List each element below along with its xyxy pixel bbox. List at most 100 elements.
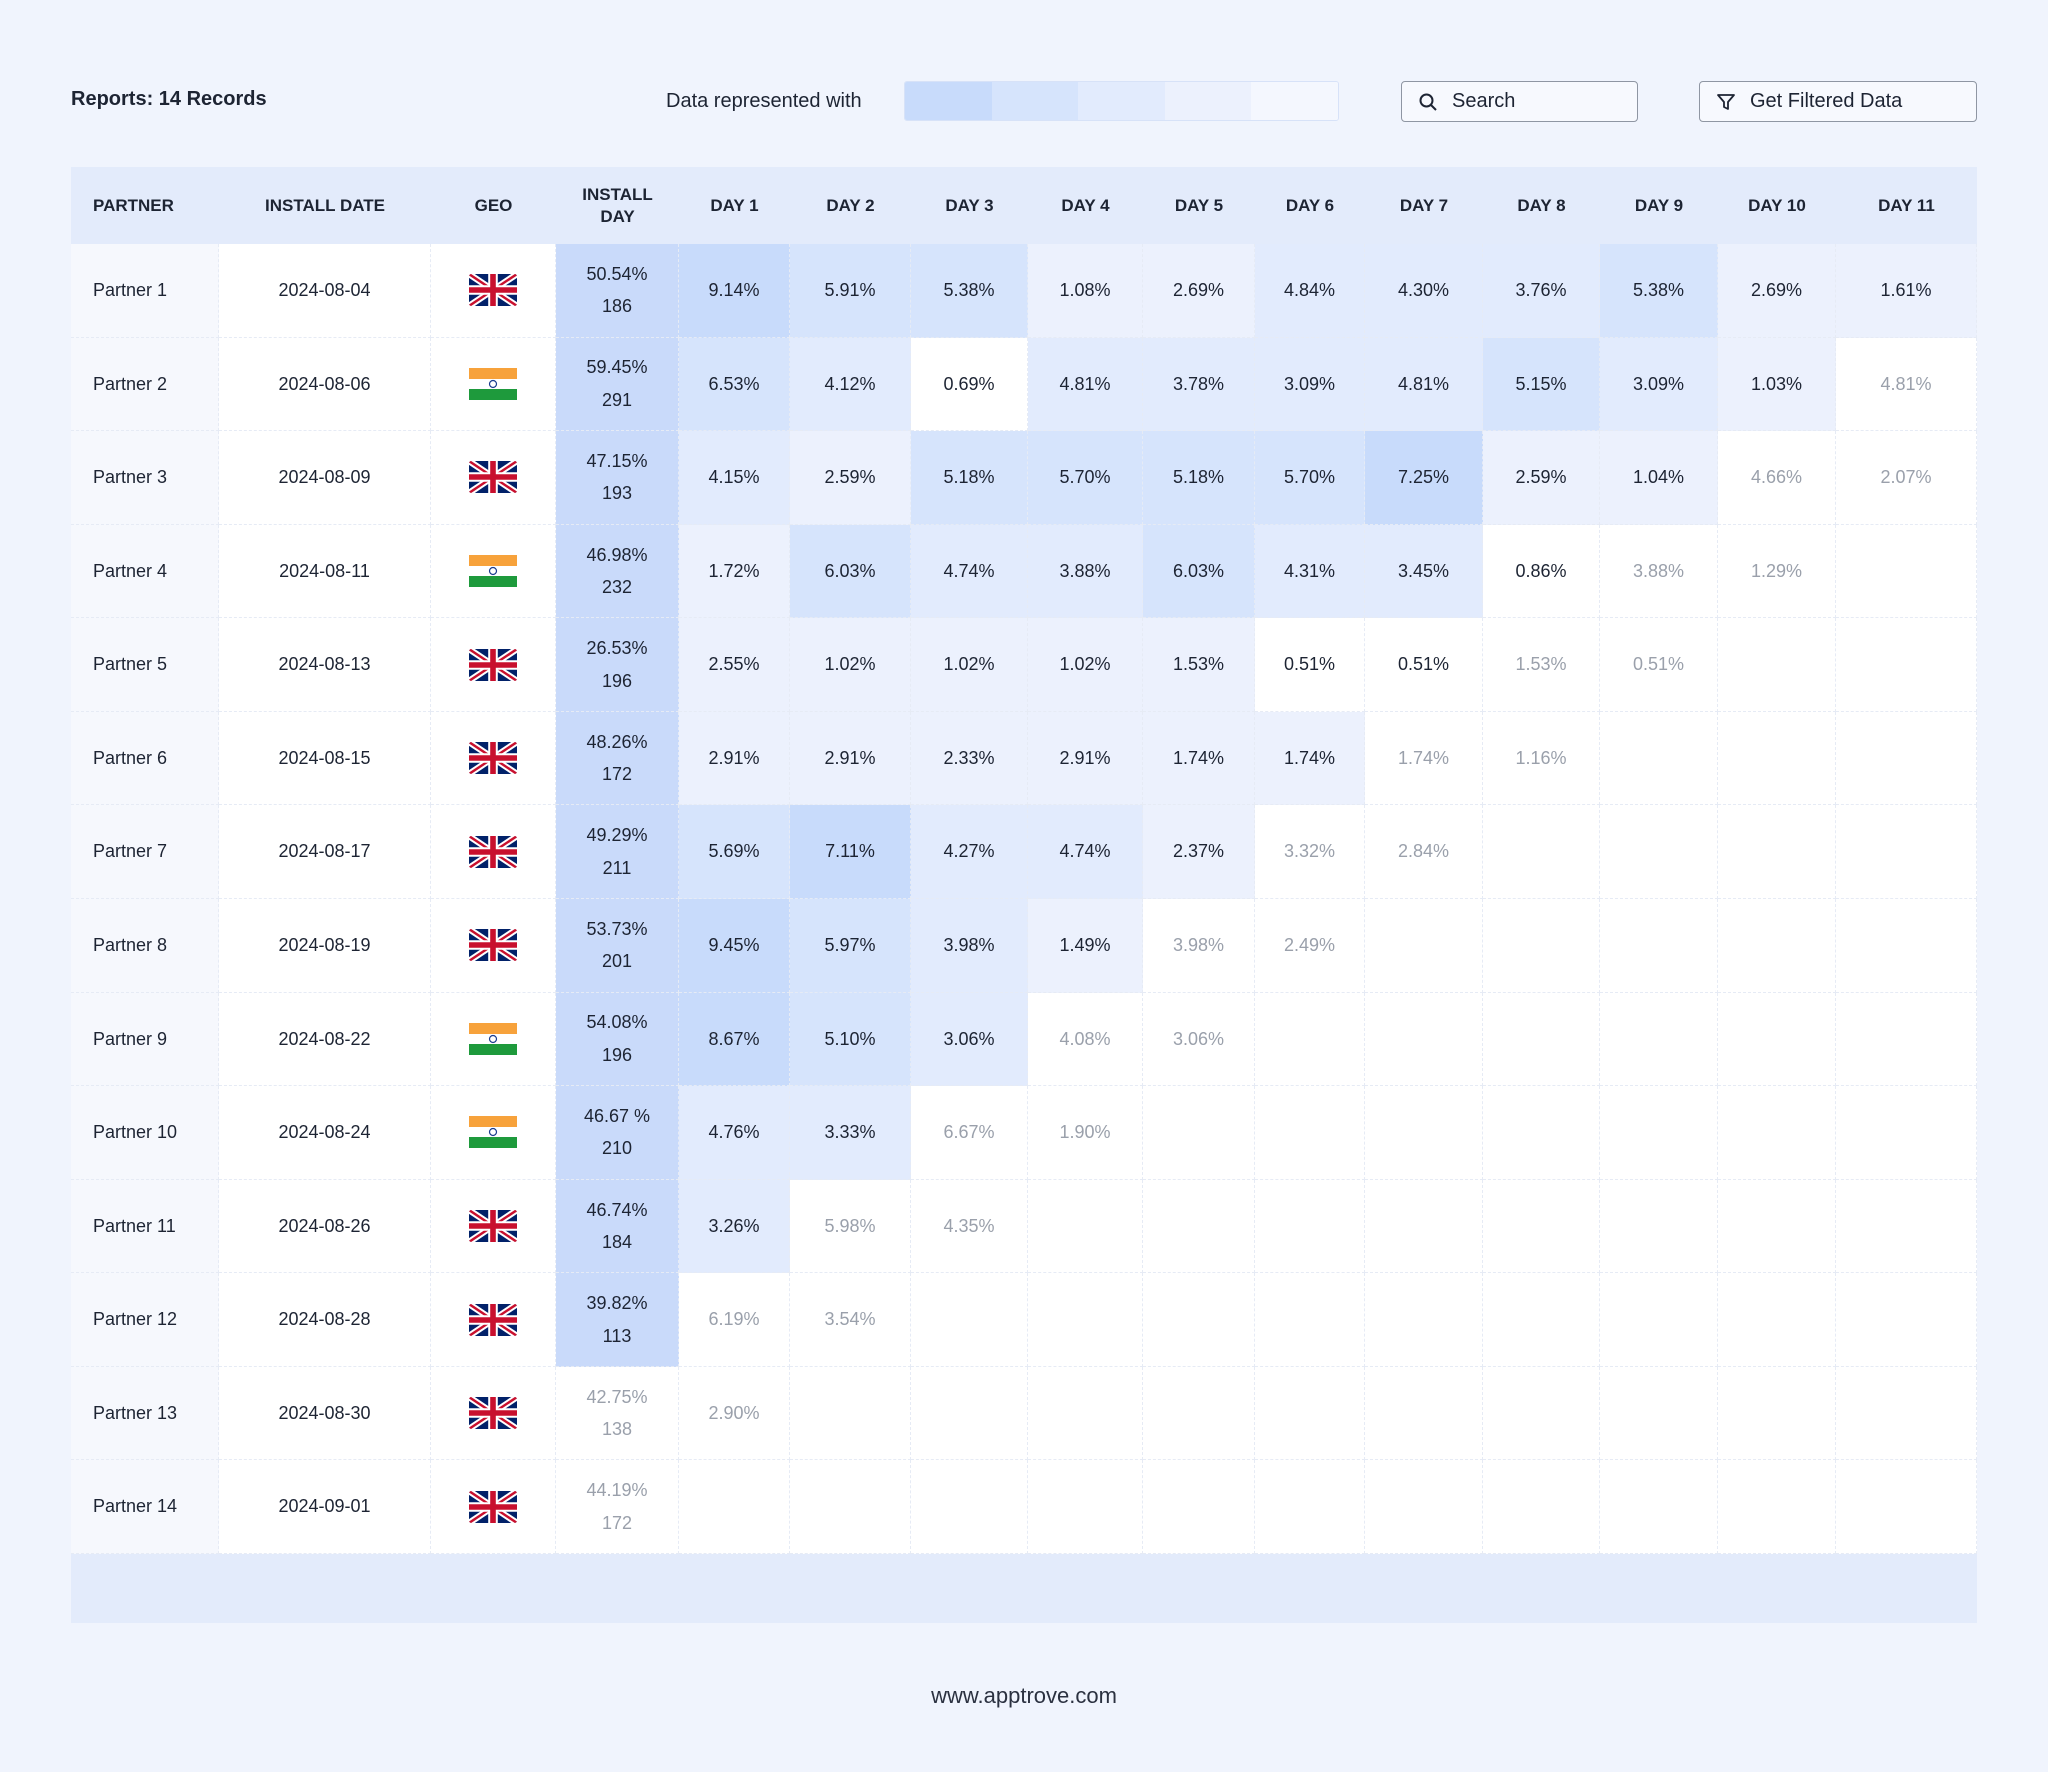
install-count: 196 [601, 1044, 633, 1065]
install-count: 172 [601, 764, 633, 785]
empty-cell [1600, 1366, 1718, 1461]
retention-cell: 2.84% [1365, 805, 1483, 899]
install-day-cell: 49.29% 211 [556, 805, 679, 899]
empty-cell [1836, 1179, 1977, 1274]
flag-icon [469, 554, 517, 587]
partner-cell: Partner 2 [71, 337, 219, 432]
geo-cell [431, 1460, 556, 1554]
empty-cell [911, 1460, 1028, 1554]
install-count: 138 [601, 1419, 633, 1440]
date-cell: 2024-08-24 [219, 1086, 431, 1180]
install-count: 193 [601, 483, 633, 504]
retention-cell: 3.78% [1143, 337, 1255, 432]
empty-cell [1365, 1179, 1483, 1274]
install-rate: 50.54% [586, 263, 648, 284]
install-day-cell: 46.67 % 210 [556, 1086, 679, 1180]
install-rate: 39.82% [586, 1293, 648, 1314]
flag-icon [469, 1116, 517, 1149]
retention-cell: 1.03% [1718, 337, 1836, 432]
empty-cell [1028, 1460, 1143, 1554]
empty-cell [1718, 1086, 1836, 1180]
empty-cell [679, 1460, 790, 1554]
retention-cell: 6.19% [679, 1273, 790, 1367]
table-footer-band [71, 1554, 1977, 1623]
retention-cell: 4.08% [1028, 992, 1143, 1087]
empty-cell [1143, 1460, 1255, 1554]
partner-cell: Partner 12 [71, 1273, 219, 1367]
empty-cell [790, 1366, 911, 1461]
retention-cell: 2.49% [1255, 898, 1365, 993]
retention-cell: 3.98% [911, 898, 1028, 993]
retention-cell: 3.54% [790, 1273, 911, 1367]
retention-cell: 2.59% [1483, 431, 1600, 525]
empty-cell [1365, 1273, 1483, 1367]
empty-cell [1255, 992, 1365, 1087]
empty-cell [1483, 1273, 1600, 1367]
geo-cell [431, 337, 556, 432]
empty-cell [1718, 1460, 1836, 1554]
retention-cell: 4.30% [1365, 244, 1483, 338]
retention-cell: 0.69% [911, 337, 1028, 432]
column-header: DAY 5 [1143, 167, 1255, 244]
date-cell: 2024-08-06 [219, 337, 431, 432]
empty-cell [1600, 805, 1718, 899]
retention-cell: 2.37% [1143, 805, 1255, 899]
empty-cell [1483, 1179, 1600, 1274]
filter-button[interactable]: Get Filtered Data [1699, 81, 1977, 122]
install-rate: 53.73% [586, 918, 648, 939]
install-rate: 48.26% [586, 731, 648, 752]
retention-cell: 5.10% [790, 992, 911, 1087]
retention-cell: 0.51% [1600, 618, 1718, 712]
install-rate: 46.74% [586, 1199, 648, 1220]
retention-cell: 3.98% [1143, 898, 1255, 993]
install-rate: 59.45% [586, 357, 648, 378]
retention-cell: 3.88% [1600, 524, 1718, 619]
flag-icon [469, 1490, 517, 1523]
geo-cell [431, 805, 556, 899]
empty-cell [1255, 1460, 1365, 1554]
footer-url: www.apptrove.com [931, 1683, 1117, 1708]
column-header: DAY 8 [1483, 167, 1600, 244]
retention-cell: 3.33% [790, 1086, 911, 1180]
column-header: GEO [431, 167, 556, 244]
empty-cell [1718, 618, 1836, 712]
date-cell: 2024-08-11 [219, 524, 431, 619]
search-box[interactable]: Search [1401, 81, 1638, 122]
filter-icon [1717, 93, 1735, 110]
geo-cell [431, 524, 556, 619]
retention-cell: 4.74% [1028, 805, 1143, 899]
partner-cell: Partner 11 [71, 1179, 219, 1274]
retention-cell: 5.97% [790, 898, 911, 993]
retention-cell: 1.02% [911, 618, 1028, 712]
column-header: DAY 9 [1600, 167, 1718, 244]
retention-cell: 1.90% [1028, 1086, 1143, 1180]
flag-icon [469, 461, 517, 494]
column-header: DAY 11 [1836, 167, 1977, 244]
retention-cell: 0.51% [1255, 618, 1365, 712]
partner-cell: Partner 13 [71, 1366, 219, 1461]
date-cell: 2024-09-01 [219, 1460, 431, 1554]
retention-cell: 1.08% [1028, 244, 1143, 338]
legend-swatch [1164, 82, 1252, 120]
empty-cell [1483, 1086, 1600, 1180]
retention-cell: 2.33% [911, 711, 1028, 806]
retention-cell: 3.88% [1028, 524, 1143, 619]
retention-cell: 3.06% [1143, 992, 1255, 1087]
retention-cell: 4.76% [679, 1086, 790, 1180]
geo-cell [431, 711, 556, 806]
retention-cell: 2.07% [1836, 431, 1977, 525]
flag-icon [469, 929, 517, 962]
empty-cell [1718, 711, 1836, 806]
empty-cell [1255, 1179, 1365, 1274]
empty-cell [1836, 898, 1977, 993]
retention-cell: 1.29% [1718, 524, 1836, 619]
geo-cell [431, 1086, 556, 1180]
retention-cell: 1.16% [1483, 711, 1600, 806]
install-rate: 46.98% [586, 544, 648, 565]
date-cell: 2024-08-04 [219, 244, 431, 338]
empty-cell [1143, 1179, 1255, 1274]
flag-icon [469, 742, 517, 775]
column-header: DAY 4 [1028, 167, 1143, 244]
flag-icon [469, 1209, 517, 1242]
install-count: 201 [601, 951, 633, 972]
